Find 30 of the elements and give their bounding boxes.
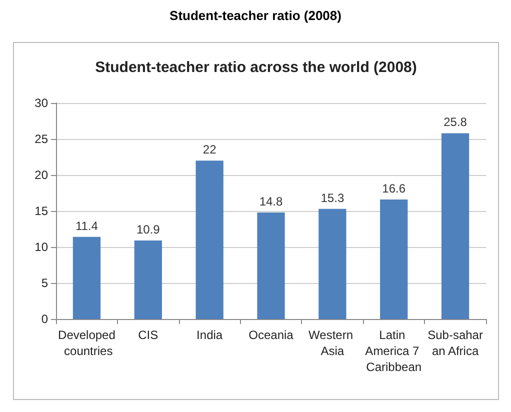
bar (380, 199, 408, 319)
y-tick-label: 0 (41, 312, 48, 326)
data-label: 14.8 (259, 194, 283, 208)
bar (318, 208, 346, 319)
x-tick-label: India (196, 328, 223, 342)
y-tick-label: 15 (34, 204, 48, 218)
data-label: 15.3 (320, 190, 344, 205)
x-tick-label: Oceania (248, 328, 294, 342)
data-label: 16.6 (382, 181, 406, 196)
x-tick-label: Developed countries (58, 328, 116, 358)
bar (72, 236, 101, 319)
bar (257, 212, 285, 319)
bar (134, 240, 162, 319)
x-tick-label: Sub-saharan Africa (428, 328, 483, 358)
x-tick-label: Latin America 7 Caribbean (365, 328, 423, 374)
data-label: 11.4 (75, 218, 98, 233)
y-tick-label: 5 (41, 276, 48, 290)
y-tick-label: 25 (34, 132, 48, 146)
y-tick-label: 10 (34, 240, 48, 254)
y-tick-label: 30 (34, 96, 48, 110)
x-tick-label: Western Asia (308, 328, 356, 358)
data-label: 25.8 (444, 115, 468, 130)
bar (441, 133, 470, 319)
chart-title: Student-teacher ratio (2008) (168, 8, 342, 23)
bar (196, 160, 224, 319)
data-label: 10.9 (136, 222, 160, 237)
chart-subtitle: Student-teacher ratio across the world (2008) (95, 59, 417, 76)
y-tick-label: 20 (34, 168, 48, 182)
x-tick-label: CIS (138, 328, 158, 342)
data-label: 22 (202, 142, 217, 157)
